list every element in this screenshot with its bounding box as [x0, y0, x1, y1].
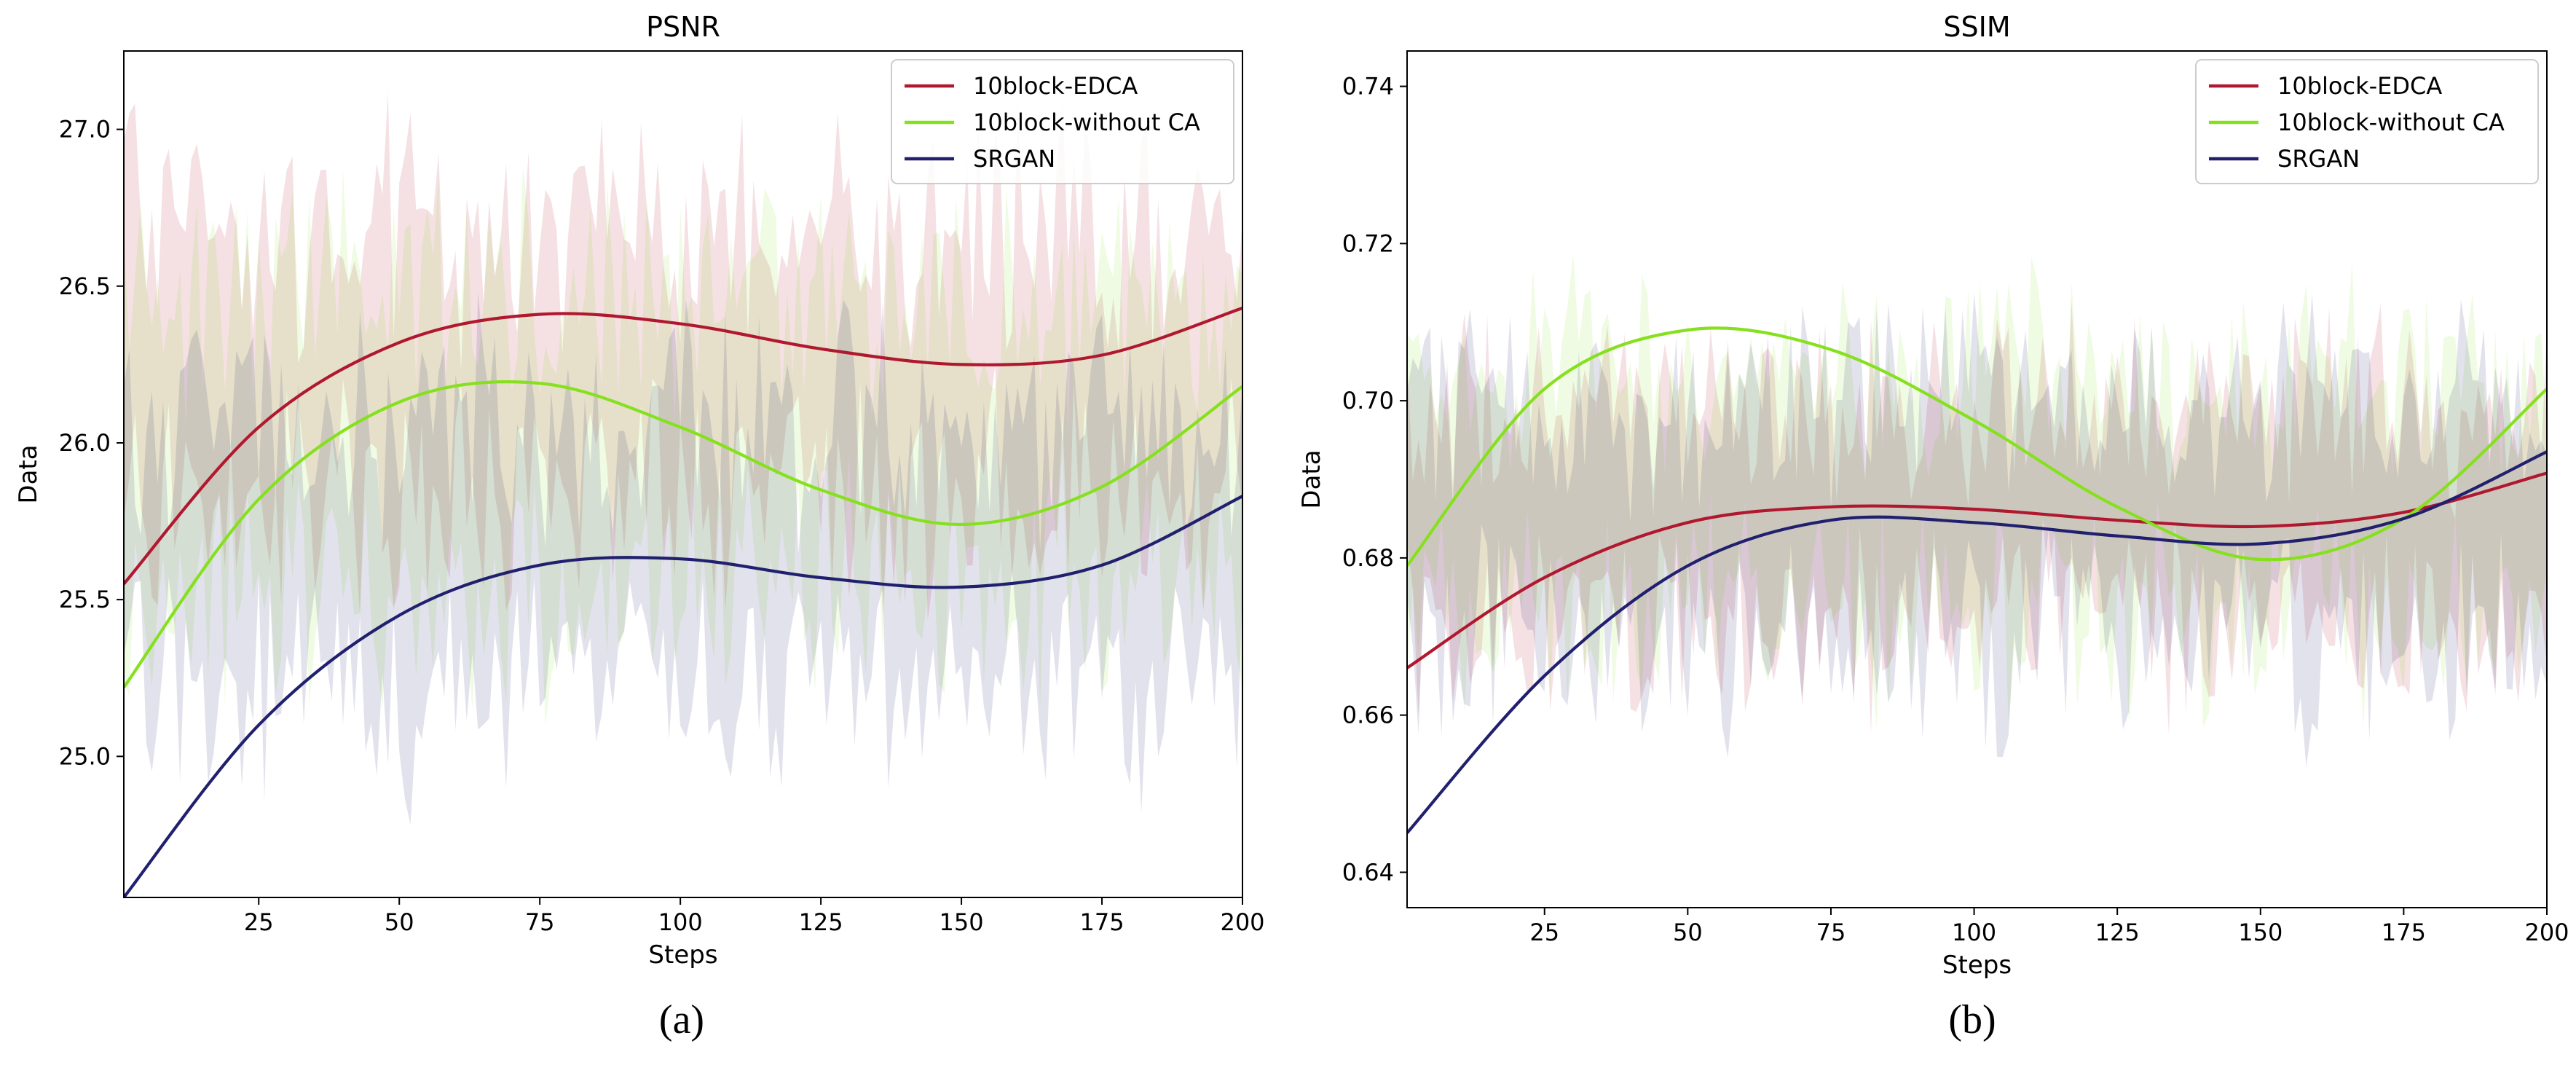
series-line-2 — [124, 380, 1242, 688]
series-line-1 — [1407, 471, 2547, 669]
x-tick-label: 50 — [385, 908, 414, 936]
y-tick-label: 25.5 — [59, 586, 111, 613]
legend: 10block-EDCA 10block-without CA SRGAN — [2195, 59, 2539, 184]
x-tick-label: 75 — [525, 908, 555, 936]
x-tick-label: 125 — [2095, 919, 2140, 946]
trend-lines — [124, 306, 1242, 897]
x-tick-label: 100 — [1952, 919, 1996, 946]
y-tick-label: 0.68 — [1342, 544, 1394, 572]
series-line-3 — [1407, 450, 2547, 834]
axes-frame — [123, 50, 1243, 898]
variance-band-1 — [124, 92, 1242, 621]
legend-label-3: SRGAN — [973, 145, 1055, 173]
y-tick-label: 0.66 — [1342, 702, 1394, 729]
y-axis-label: Data — [14, 444, 43, 503]
y-tick-label: 25.0 — [59, 742, 111, 770]
legend-label-3: SRGAN — [2277, 145, 2360, 173]
x-tick-label: 125 — [799, 908, 843, 936]
y-tick-label: 0.74 — [1342, 73, 1394, 101]
legend-label-1: 10block-EDCA — [2277, 72, 2442, 100]
panel-caption: (a) — [659, 997, 704, 1042]
x-tick-label: 25 — [1529, 919, 1559, 946]
variance-band-2 — [1407, 254, 2547, 728]
x-tick-label: 200 — [2524, 919, 2569, 946]
chart-title: PSNR — [646, 11, 720, 43]
y-tick-label: 0.70 — [1342, 387, 1394, 414]
y-tick-label: 27.0 — [59, 116, 111, 144]
legend-label-2: 10block-without CA — [973, 109, 1200, 136]
series-line-2 — [1407, 326, 2547, 567]
axes-frame — [1406, 50, 2548, 908]
chart-title: SSIM — [1943, 11, 2010, 43]
legend-label-2: 10block-without CA — [2277, 109, 2505, 136]
y-tick-label: 0.72 — [1342, 229, 1394, 257]
y-tick-label: 0.64 — [1342, 858, 1394, 886]
series-line-3 — [124, 495, 1242, 897]
series-line-1 — [124, 306, 1242, 585]
x-tick-label: 25 — [244, 908, 274, 936]
variance-band-3 — [1407, 293, 2547, 767]
legend-box — [891, 59, 1234, 184]
y-tick-label: 26.5 — [59, 272, 111, 300]
legend-box — [2195, 59, 2539, 184]
y-tick-label: 26.0 — [59, 429, 111, 457]
x-tick-label: 50 — [1673, 919, 1703, 946]
trend-lines — [1407, 326, 2547, 834]
variance-band-1 — [1407, 300, 2547, 735]
legend: 10block-EDCA 10block-without CA SRGAN — [891, 59, 1234, 184]
x-tick-label: 75 — [1816, 919, 1846, 946]
x-tick-label: 100 — [658, 908, 703, 936]
panel-caption: (b) — [1948, 997, 1996, 1042]
variance-bands — [1407, 254, 2547, 767]
x-tick-label: 150 — [2238, 919, 2282, 946]
psnr-chart-panel: 25 50 75 100 125 150 175 200 25.0 25.5 26.0 26.5 27.… — [14, 11, 1265, 1042]
x-axis-label: Steps — [648, 940, 717, 970]
ssim-chart-panel: 25 50 75 100 125 150 175 200 0.64 0.66 0.68 0.70 0.7… — [1297, 11, 2569, 1042]
x-tick-label: 175 — [1079, 908, 1124, 936]
x-axis-label: Steps — [1942, 951, 2012, 980]
x-tick-label: 175 — [2382, 919, 2426, 946]
x-tick-label: 200 — [1220, 908, 1264, 936]
y-axis-label: Data — [1297, 449, 1326, 508]
x-tick-label: 150 — [940, 908, 984, 936]
legend-label-1: 10block-EDCA — [973, 72, 1138, 100]
variance-bands — [124, 92, 1242, 825]
